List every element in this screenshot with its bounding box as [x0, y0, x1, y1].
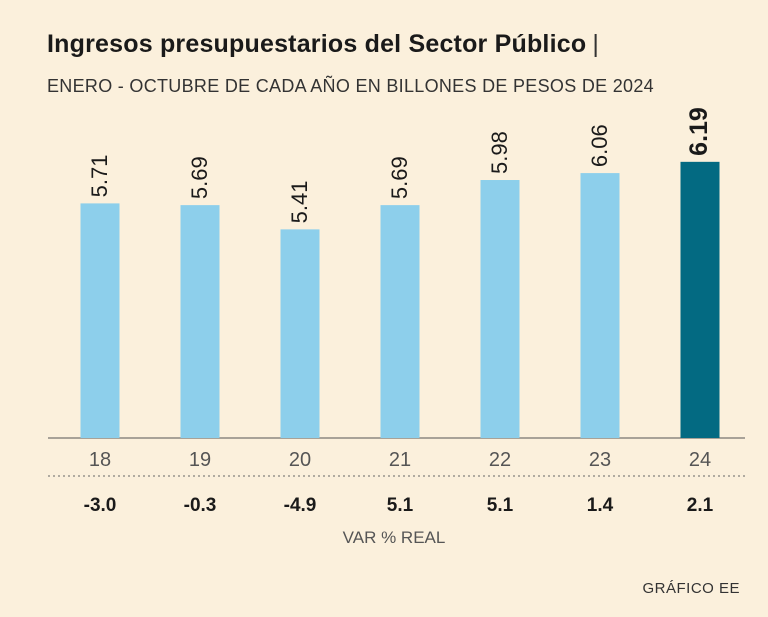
data-label-19: 5.69 — [187, 156, 212, 199]
data-label-21: 5.69 — [387, 156, 412, 199]
data-label-20: 5.41 — [287, 181, 312, 224]
var-real-value-23: 1.4 — [587, 495, 614, 516]
data-label-18: 5.71 — [87, 155, 112, 198]
bar-20 — [280, 229, 320, 438]
bar-18 — [80, 203, 120, 438]
bar-24 — [680, 161, 720, 438]
var-real-label: VAR % REAL — [343, 528, 446, 547]
bar-22 — [480, 180, 520, 438]
x-tick-label-22: 22 — [489, 449, 511, 471]
var-real-value-19: -0.3 — [184, 495, 217, 516]
bar-21 — [380, 205, 420, 438]
bar-19 — [180, 205, 220, 438]
chart-title-text: Ingresos presupuestarios del Sector Públ… — [47, 30, 587, 58]
var-real-value-18: -3.0 — [84, 495, 117, 516]
x-tick-label-21: 21 — [389, 449, 411, 471]
var-real-value-20: -4.9 — [284, 495, 317, 516]
chart-title: Ingresos presupuestarios del Sector Públ… — [47, 30, 599, 59]
var-real-value-24: 2.1 — [687, 495, 714, 516]
chart-subtitle: ENERO - OCTUBRE DE CADA AÑO EN BILLONES … — [47, 76, 654, 96]
var-real-value-22: 5.1 — [487, 495, 514, 516]
title-separator: | — [592, 30, 600, 58]
x-tick-label-24: 24 — [689, 449, 711, 471]
var-real-value-21: 5.1 — [387, 495, 414, 516]
data-label-24: 6.19 — [685, 107, 713, 156]
x-tick-label-18: 18 — [89, 449, 111, 471]
x-tick-label-20: 20 — [289, 449, 311, 471]
bar-23 — [580, 173, 620, 438]
data-label-23: 6.06 — [587, 124, 612, 167]
x-tick-label-19: 19 — [189, 449, 211, 471]
data-label-22: 5.98 — [487, 131, 512, 174]
credit-label: GRÁFICO EE — [642, 580, 740, 597]
x-tick-label-23: 23 — [589, 449, 611, 471]
